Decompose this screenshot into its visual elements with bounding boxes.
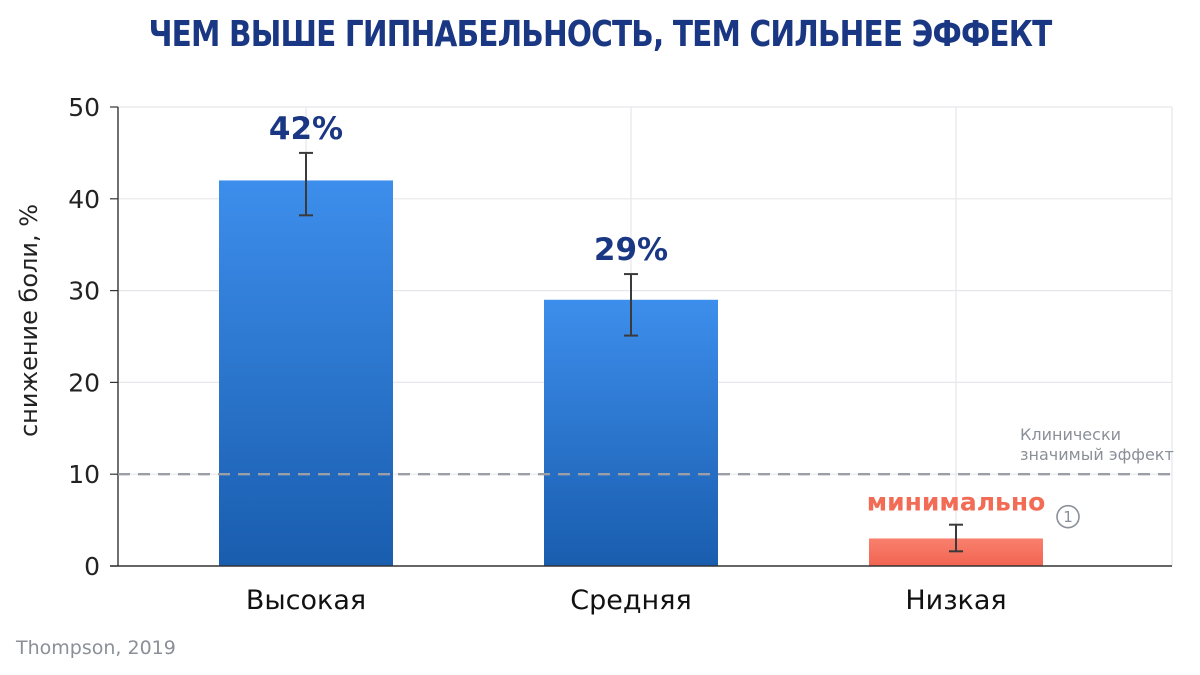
y-tick-label: 0 [84, 552, 100, 581]
bars [219, 151, 1043, 566]
y-axis-title: снижение боли, % [15, 204, 43, 437]
axes: 0 10 20 30 40 50 снижение боли, % [15, 93, 1172, 581]
footnote-marker-circle [1056, 504, 1080, 529]
source-citation: Thompson, 2019 [16, 637, 176, 659]
threshold-label: значимый эффект [1020, 445, 1174, 464]
y-tick-label: 30 [68, 277, 100, 306]
chart-title: ЧЕМ ВЫШЕ ГИПНАБЕЛЬНОСТЬ, ТЕМ СИЛЬНЕЕ ЭФФ… [148, 14, 1053, 55]
data-label: 29% [594, 232, 668, 268]
bar-2 [544, 299, 718, 566]
y-tick-label: 50 [68, 93, 100, 122]
bar-1 [219, 180, 393, 566]
category-label: Высокая [246, 585, 366, 616]
category-label: Низкая [905, 585, 1006, 616]
threshold-label: Клинически [1020, 425, 1121, 444]
category-label: Средняя [570, 585, 691, 616]
footnote-marker: 1 [1063, 508, 1073, 526]
y-tick-label: 10 [68, 460, 100, 489]
data-label: минимально [867, 488, 1046, 517]
y-tick-label: 40 [68, 185, 100, 214]
data-label: 42% [269, 111, 343, 147]
y-tick-label: 20 [68, 368, 100, 397]
labels: 42% Высокая 29% Средняя минимально Низкая 1 Кли… [118, 111, 1174, 616]
